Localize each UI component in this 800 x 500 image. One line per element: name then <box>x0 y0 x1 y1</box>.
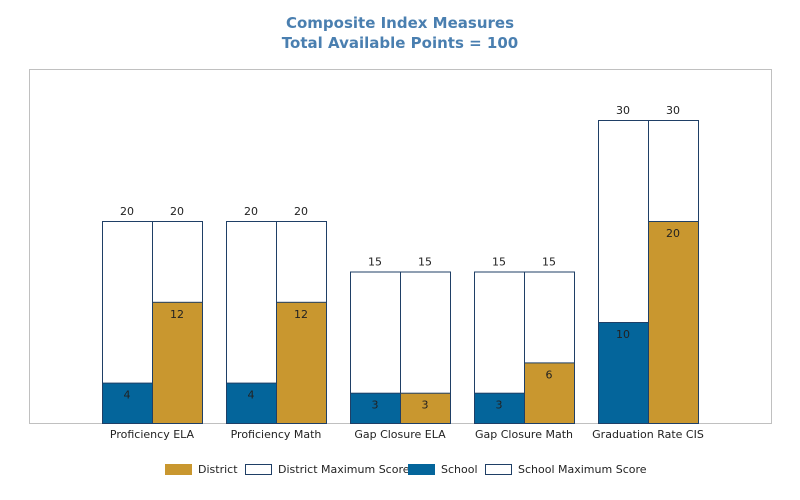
school-value-label: 3 <box>496 399 503 412</box>
district-bar <box>400 392 451 425</box>
school-bar <box>598 322 649 424</box>
school-max-label: 30 <box>616 104 630 117</box>
district-value-label: 12 <box>294 308 308 321</box>
school-value-label: 4 <box>124 389 131 402</box>
school-bar <box>474 392 525 425</box>
chart-subtitle: Total Available Points = 100 <box>281 34 519 52</box>
district-max-label: 15 <box>542 256 556 269</box>
district-bar <box>276 301 327 424</box>
school-max-label: 15 <box>368 256 382 269</box>
district-max-label: 15 <box>418 256 432 269</box>
district-value-label: 12 <box>170 308 184 321</box>
district-max-label: 30 <box>666 104 680 117</box>
school-max-label: 20 <box>120 205 134 218</box>
district-value-label: 20 <box>666 227 680 240</box>
legend-label-district: District <box>198 463 238 476</box>
district-bar <box>648 221 699 424</box>
district-bar <box>524 362 575 424</box>
legend-item-school-max: School Maximum Score <box>485 463 647 476</box>
legend-swatch-school <box>408 464 435 475</box>
district-max-label: 20 <box>294 205 308 218</box>
legend-label-school: School <box>441 463 478 476</box>
legend-label-district-max: District Maximum Score <box>278 463 410 476</box>
x-tick-label: Proficiency ELA <box>110 428 195 441</box>
school-value-label: 3 <box>372 399 379 412</box>
school-value-label: 10 <box>616 328 630 341</box>
district-bar <box>152 301 203 424</box>
district-value-label: 3 <box>422 399 429 412</box>
legend-item-school: School <box>408 463 478 476</box>
school-bar <box>226 382 277 425</box>
school-max-label: 20 <box>244 205 258 218</box>
legend-swatch-school-max <box>485 464 512 475</box>
school-value-label: 4 <box>248 389 255 402</box>
district-max-label: 20 <box>170 205 184 218</box>
school-bar <box>350 392 401 425</box>
district-value-label: 6 <box>546 368 553 381</box>
legend-item-district: District <box>165 463 238 476</box>
legend-item-district-max: District Maximum Score <box>245 463 410 476</box>
x-tick-label: Gap Closure ELA <box>354 428 446 441</box>
legend-label-school-max: School Maximum Score <box>518 463 647 476</box>
x-tick-label: Gap Closure Math <box>475 428 573 441</box>
legend-swatch-district-max <box>245 464 272 475</box>
chart-legend: District District Maximum Score School S… <box>0 463 800 481</box>
x-tick-label: Graduation Rate CIS <box>592 428 704 441</box>
chart-title: Composite Index Measures <box>285 14 515 32</box>
x-tick-label: Proficiency Math <box>231 428 322 441</box>
school-max-label: 15 <box>492 256 506 269</box>
legend-swatch-district <box>165 464 192 475</box>
